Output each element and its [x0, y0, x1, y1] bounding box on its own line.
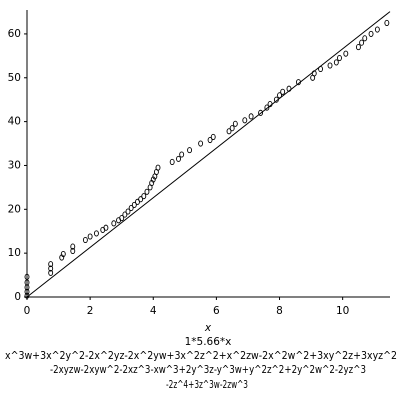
point [155, 164, 161, 171]
point [337, 54, 342, 62]
x-tick-label: 0 [24, 305, 31, 317]
point [122, 211, 128, 218]
point [362, 35, 368, 42]
point [24, 279, 30, 286]
point [70, 243, 76, 250]
point [187, 147, 193, 154]
point [144, 188, 150, 195]
y-tick-label: 30 [8, 159, 21, 171]
point [125, 208, 131, 215]
point [333, 59, 339, 66]
point [131, 201, 137, 208]
point [48, 269, 54, 276]
point [169, 158, 175, 166]
point [48, 261, 54, 268]
point [280, 88, 286, 95]
point [327, 62, 333, 69]
point [264, 104, 270, 111]
y-tick-label: 60 [8, 28, 21, 40]
point [232, 120, 238, 127]
x-tick-label: 8 [276, 305, 283, 317]
point [384, 19, 390, 27]
x-tick-label: 4 [150, 305, 157, 317]
point [24, 273, 30, 280]
point [374, 26, 380, 33]
x-tick-label: 10 [336, 305, 349, 317]
line [26, 11, 391, 298]
point [128, 204, 134, 212]
point [82, 236, 88, 244]
y-tick-label: 10 [8, 247, 21, 259]
point [198, 140, 204, 147]
point [138, 196, 144, 203]
point [87, 233, 93, 240]
point [119, 215, 125, 222]
point [226, 128, 232, 135]
point [355, 44, 361, 51]
point [343, 50, 349, 57]
point [93, 230, 99, 237]
point [60, 250, 66, 258]
point [103, 224, 109, 231]
point [24, 288, 30, 295]
x-tick-label: 6 [213, 305, 220, 317]
point [111, 220, 117, 227]
point [229, 125, 235, 132]
caption-line: -2xyzw-2xyw^2-2xz^3-xw^3+2y^3z-y^3w+y^2z… [50, 364, 366, 376]
point [176, 155, 181, 162]
point [210, 133, 216, 141]
point [359, 39, 365, 46]
point [248, 113, 254, 120]
y-tick-label: 50 [8, 72, 21, 84]
point [242, 117, 248, 124]
point [179, 151, 185, 158]
y-tick-label: 20 [8, 203, 21, 215]
x-axis-label: x [204, 322, 212, 334]
y-tick-label: 40 [8, 116, 21, 128]
caption-line: 1*5.66*x [185, 336, 232, 348]
y-tick-label: 0 [14, 291, 21, 303]
point [368, 30, 374, 37]
caption-line: -2z^4+3z^3w-2zw^3 [166, 379, 248, 391]
x-tick-label: 2 [87, 305, 94, 317]
point [207, 136, 213, 144]
caption-line: x^3w+3x^2y^2-2x^2yz-2x^2yw+3x^2z^2+x^2zw… [5, 350, 397, 362]
point [70, 247, 76, 255]
point [141, 193, 147, 200]
point [48, 265, 54, 272]
point [258, 109, 264, 116]
